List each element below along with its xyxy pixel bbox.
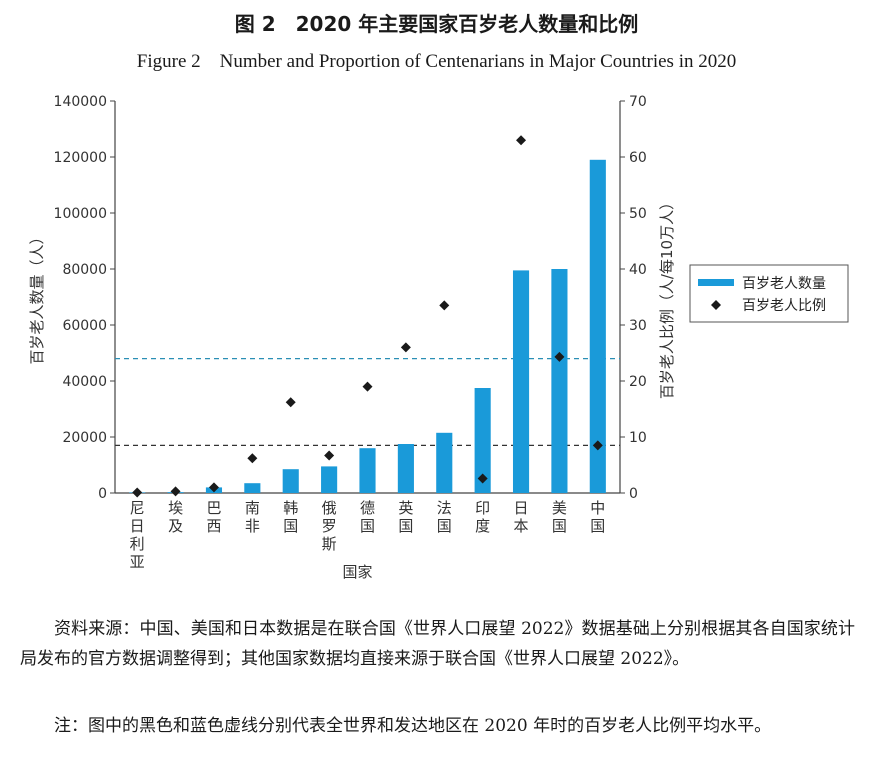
bar xyxy=(321,466,338,493)
legend-label: 百岁老人数量 xyxy=(742,276,826,292)
x-tick-label: 埃及 xyxy=(168,499,183,535)
right-tick-label: 30 xyxy=(629,318,647,334)
scatter-point xyxy=(324,450,335,461)
scatter-point xyxy=(170,486,181,497)
scatter-point xyxy=(516,135,527,146)
left-tick-label: 120000 xyxy=(54,150,107,166)
bar xyxy=(397,444,414,493)
scatter-point xyxy=(132,487,143,498)
scatter-point xyxy=(477,473,488,484)
source-note: 资料来源：中国、美国和日本数据是在联合国《世界人口展望 2022》数据基础上分别… xyxy=(20,619,855,669)
bar xyxy=(551,269,568,493)
left-tick-label: 140000 xyxy=(54,94,107,110)
right-tick-label: 40 xyxy=(629,262,647,278)
x-tick-label: 美国 xyxy=(552,499,567,535)
scatter-point xyxy=(247,453,258,464)
bar xyxy=(359,448,376,493)
x-tick-label: 印度 xyxy=(475,499,490,535)
x-tick-label: 巴西 xyxy=(206,499,221,535)
left-tick-label: 40000 xyxy=(62,374,107,390)
left-tick-label: 0 xyxy=(98,486,107,502)
scatter-point xyxy=(400,342,411,353)
x-tick-label: 德国 xyxy=(360,499,375,535)
right-tick-label: 50 xyxy=(629,206,647,222)
bar xyxy=(474,388,491,493)
x-tick-label: 法国 xyxy=(437,499,452,535)
x-tick-label: 俄罗斯 xyxy=(322,499,337,553)
right-tick-label: 60 xyxy=(629,150,647,166)
chart-title-en: Figure 2 Number and Proportion of Centen… xyxy=(136,51,737,72)
scatter-point xyxy=(208,482,219,493)
x-tick-label: 英国 xyxy=(398,499,413,535)
chart-title-cn: 图 2 2020 年主要国家百岁老人数量和比例 xyxy=(234,12,639,36)
scatter-point xyxy=(285,397,296,408)
left-tick-label: 60000 xyxy=(62,318,107,334)
y-axis-title: 百岁老人数量（人） xyxy=(28,229,46,364)
x-tick-label: 南非 xyxy=(245,499,260,535)
bar xyxy=(512,270,530,493)
right-tick-label: 20 xyxy=(629,374,647,390)
left-tick-label: 100000 xyxy=(54,206,107,222)
left-tick-label: 20000 xyxy=(62,430,107,446)
y-axis-right-title: 百岁老人比例（人/每10万人） xyxy=(658,195,676,399)
bar xyxy=(244,483,261,493)
right-tick-label: 70 xyxy=(629,94,647,110)
legend-bar-swatch xyxy=(698,279,734,286)
footnote: 注：图中的黑色和蓝色虚线分别代表全世界和发达地区在 2020 年时的百岁老人比例… xyxy=(54,716,772,736)
x-tick-label: 韩国 xyxy=(283,499,298,535)
legend-box xyxy=(689,264,849,323)
x-tick-label: 日本 xyxy=(514,499,529,535)
right-tick-label: 0 xyxy=(629,486,638,502)
bar xyxy=(282,469,299,493)
scatter-point xyxy=(362,381,373,392)
legend-label: 百岁老人比例 xyxy=(742,298,826,314)
x-tick-label: 尼日利亚 xyxy=(130,499,145,571)
legend-diamond-swatch xyxy=(711,300,721,310)
bar-scatter-chart: 0 20000 40000 60000 80000 100000 120000 140000 0… xyxy=(28,94,849,581)
scatter-point xyxy=(592,440,603,451)
bar xyxy=(436,432,453,493)
scatter-point xyxy=(439,300,450,311)
right-tick-label: 10 xyxy=(629,430,647,446)
left-tick-label: 80000 xyxy=(62,262,107,278)
x-axis-title: 国家 xyxy=(342,563,372,581)
scatter-point xyxy=(554,351,565,362)
bar xyxy=(589,159,606,494)
x-tick-label: 中国 xyxy=(590,499,605,535)
